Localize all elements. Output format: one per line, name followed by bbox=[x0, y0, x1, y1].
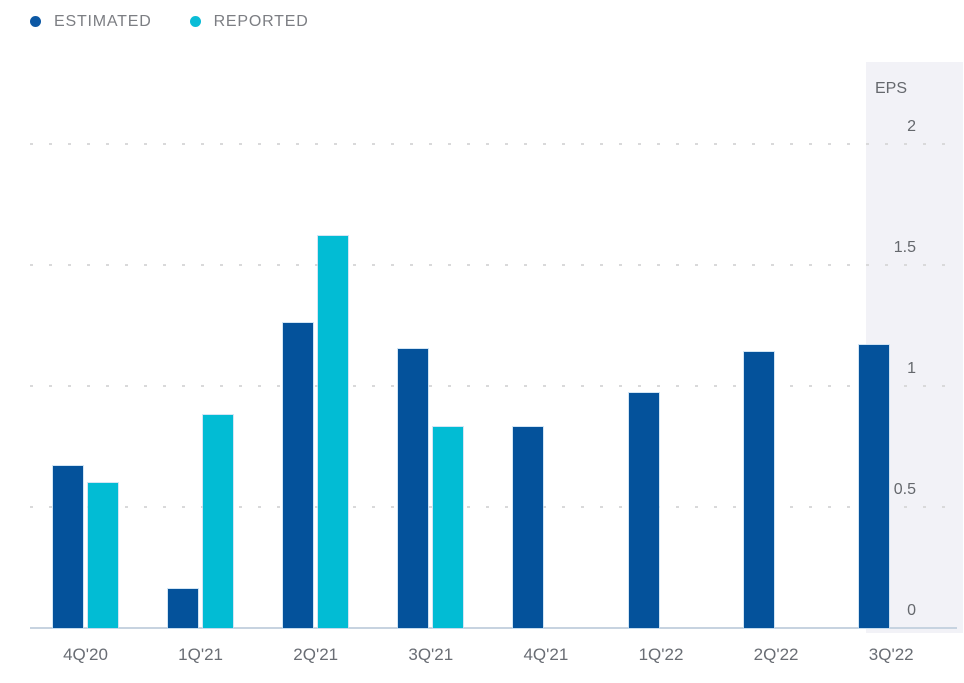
x-tick-label-1q21: 1Q'21 bbox=[178, 645, 224, 664]
bar-estimated-1q22 bbox=[628, 393, 659, 628]
bar-reported-2q21 bbox=[318, 235, 349, 628]
x-axis-line bbox=[30, 627, 957, 629]
estimated-swatch-icon bbox=[30, 16, 41, 27]
bar-estimated-3q21 bbox=[398, 349, 429, 628]
gridline-1-5 bbox=[30, 263, 957, 266]
bar-reported-4q20 bbox=[88, 482, 118, 628]
x-tick-label-2q22: 2Q'22 bbox=[753, 645, 799, 664]
x-tick-label-4q21: 4Q'21 bbox=[523, 645, 569, 664]
legend-label-estimated: ESTIMATED bbox=[54, 13, 152, 30]
bar-estimated-2q21 bbox=[283, 322, 314, 628]
bar-reported-3q21 bbox=[433, 426, 464, 628]
reported-swatch-icon bbox=[189, 16, 201, 27]
bar-estimated-1q21 bbox=[168, 589, 199, 628]
gridline-2 bbox=[30, 142, 957, 145]
bar-estimated-2q22 bbox=[743, 351, 774, 628]
x-tick-label-1q22: 1Q'22 bbox=[638, 645, 684, 664]
legend-item-reported[interactable]: REPORTED bbox=[189, 13, 309, 30]
x-tick-label-3q22: 3Q'22 bbox=[868, 645, 914, 664]
y-tick-label-1: 1 bbox=[907, 359, 916, 377]
bar-reported-1q21 bbox=[203, 414, 234, 628]
x-tick-label-3q21: 3Q'21 bbox=[408, 645, 454, 664]
y-tick-label-1-5: 1.5 bbox=[893, 238, 916, 256]
bar-estimated-3q22 bbox=[858, 344, 889, 628]
bar-estimated-4q21 bbox=[513, 426, 544, 628]
legend-item-estimated[interactable]: ESTIMATED bbox=[30, 13, 152, 30]
legend-label-reported: REPORTED bbox=[213, 13, 309, 30]
x-tick-label-2q21: 2Q'21 bbox=[293, 645, 339, 664]
bar-estimated-4q20 bbox=[53, 465, 83, 628]
y-axis-title: EPS bbox=[874, 80, 907, 97]
y-tick-label-2: 2 bbox=[907, 117, 916, 135]
gridline-0-5 bbox=[30, 505, 957, 508]
legend: ESTIMATED REPORTED bbox=[30, 13, 309, 30]
y-tick-label-0: 0 bbox=[907, 602, 916, 619]
gridline-1 bbox=[30, 384, 957, 387]
y-tick-label-0-5: 0.5 bbox=[893, 480, 916, 498]
x-tick-label-4q20: 4Q'20 bbox=[63, 645, 108, 664]
